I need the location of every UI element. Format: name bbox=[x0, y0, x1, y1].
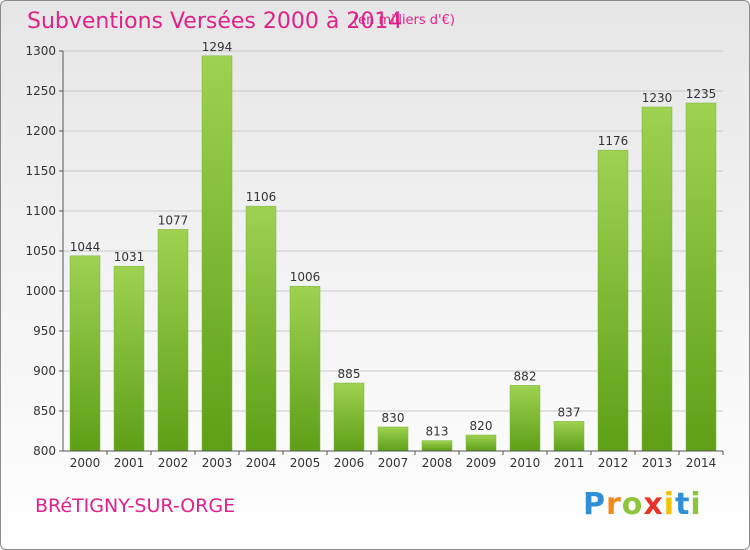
x-tick-label: 2004 bbox=[246, 456, 277, 470]
bar-2005 bbox=[289, 285, 321, 452]
x-tick-label: 2000 bbox=[70, 456, 101, 470]
bar-2000 bbox=[69, 255, 101, 452]
logo-letter: o bbox=[621, 487, 644, 522]
bar-2007 bbox=[377, 426, 409, 452]
data-label: 885 bbox=[338, 367, 361, 381]
x-tick-label: 2012 bbox=[598, 456, 629, 470]
data-label: 1235 bbox=[686, 87, 717, 101]
x-tick-label: 2002 bbox=[158, 456, 189, 470]
x-tick-label: 2009 bbox=[466, 456, 497, 470]
bar-2001 bbox=[113, 265, 145, 452]
location-name: BRéTIGNY-SUR-ORGE bbox=[35, 495, 236, 517]
x-tick-label: 2013 bbox=[642, 456, 673, 470]
y-tick-label: 1250 bbox=[25, 84, 56, 98]
bar-2002 bbox=[157, 229, 189, 452]
bar-2011 bbox=[553, 421, 585, 452]
data-label: 1077 bbox=[158, 213, 189, 227]
y-tick-label: 800 bbox=[33, 444, 56, 458]
bar-2008 bbox=[421, 440, 453, 452]
logo-letter: x bbox=[643, 487, 664, 522]
x-tick-label: 2011 bbox=[554, 456, 585, 470]
bar-2003 bbox=[201, 55, 233, 452]
data-label: 837 bbox=[558, 405, 581, 419]
data-label: 1176 bbox=[598, 134, 629, 148]
axes: 800 850 900 950 1000 1050 1100 1150 1200 1250 1300… bbox=[25, 44, 724, 470]
bars bbox=[69, 55, 717, 452]
x-tick-label: 2014 bbox=[686, 456, 717, 470]
logo-letter: t bbox=[675, 487, 691, 522]
data-label: 1031 bbox=[114, 250, 145, 264]
data-label: 1006 bbox=[290, 270, 321, 284]
bar-2004 bbox=[245, 205, 277, 452]
bar-2009 bbox=[465, 434, 497, 452]
data-label: 820 bbox=[470, 419, 493, 433]
x-tick-label: 2005 bbox=[290, 456, 321, 470]
y-tick-label: 900 bbox=[33, 364, 56, 378]
y-tick-label: 950 bbox=[33, 324, 56, 338]
x-tick-label: 2003 bbox=[202, 456, 233, 470]
logo-letter: P bbox=[583, 487, 606, 522]
chart-subtitle: (en milliers d'€) bbox=[353, 13, 455, 28]
logo-letter: i bbox=[663, 487, 676, 522]
bar-2012 bbox=[597, 149, 629, 452]
data-label: 1106 bbox=[246, 190, 277, 204]
y-tick-label: 1200 bbox=[25, 124, 56, 138]
logo-letter: r bbox=[606, 487, 622, 522]
y-tick-label: 1150 bbox=[25, 164, 56, 178]
data-label: 813 bbox=[426, 425, 449, 439]
chart-title: Subventions Versées 2000 à 2014 bbox=[27, 9, 403, 34]
y-tick-label: 1300 bbox=[25, 44, 56, 58]
bar-2014 bbox=[685, 102, 717, 452]
data-label: 882 bbox=[514, 369, 537, 383]
x-tick-label: 2010 bbox=[510, 456, 541, 470]
y-tick-label: 1050 bbox=[25, 244, 56, 258]
data-label: 830 bbox=[382, 411, 405, 425]
y-tick-label: 1000 bbox=[25, 284, 56, 298]
x-tick-label: 2006 bbox=[334, 456, 365, 470]
data-label: 1230 bbox=[642, 91, 673, 105]
bar-2010 bbox=[509, 385, 541, 452]
bar-2006 bbox=[333, 382, 365, 452]
data-label: 1044 bbox=[70, 240, 101, 254]
data-labels: 1044 1031 1077 1294 1106 1006 885 830 813 820 882 8… bbox=[70, 40, 717, 439]
x-tick-label: 2007 bbox=[378, 456, 409, 470]
bar-2013 bbox=[641, 106, 673, 452]
x-tick-label: 2008 bbox=[422, 456, 453, 470]
proxiti-logo[interactable]: Proxiti bbox=[583, 487, 702, 522]
logo-letter: i bbox=[690, 487, 702, 522]
y-tick-label: 850 bbox=[33, 404, 56, 418]
x-tick-label: 2001 bbox=[114, 456, 145, 470]
y-tick-label: 1100 bbox=[25, 204, 56, 218]
data-label: 1294 bbox=[202, 40, 233, 54]
